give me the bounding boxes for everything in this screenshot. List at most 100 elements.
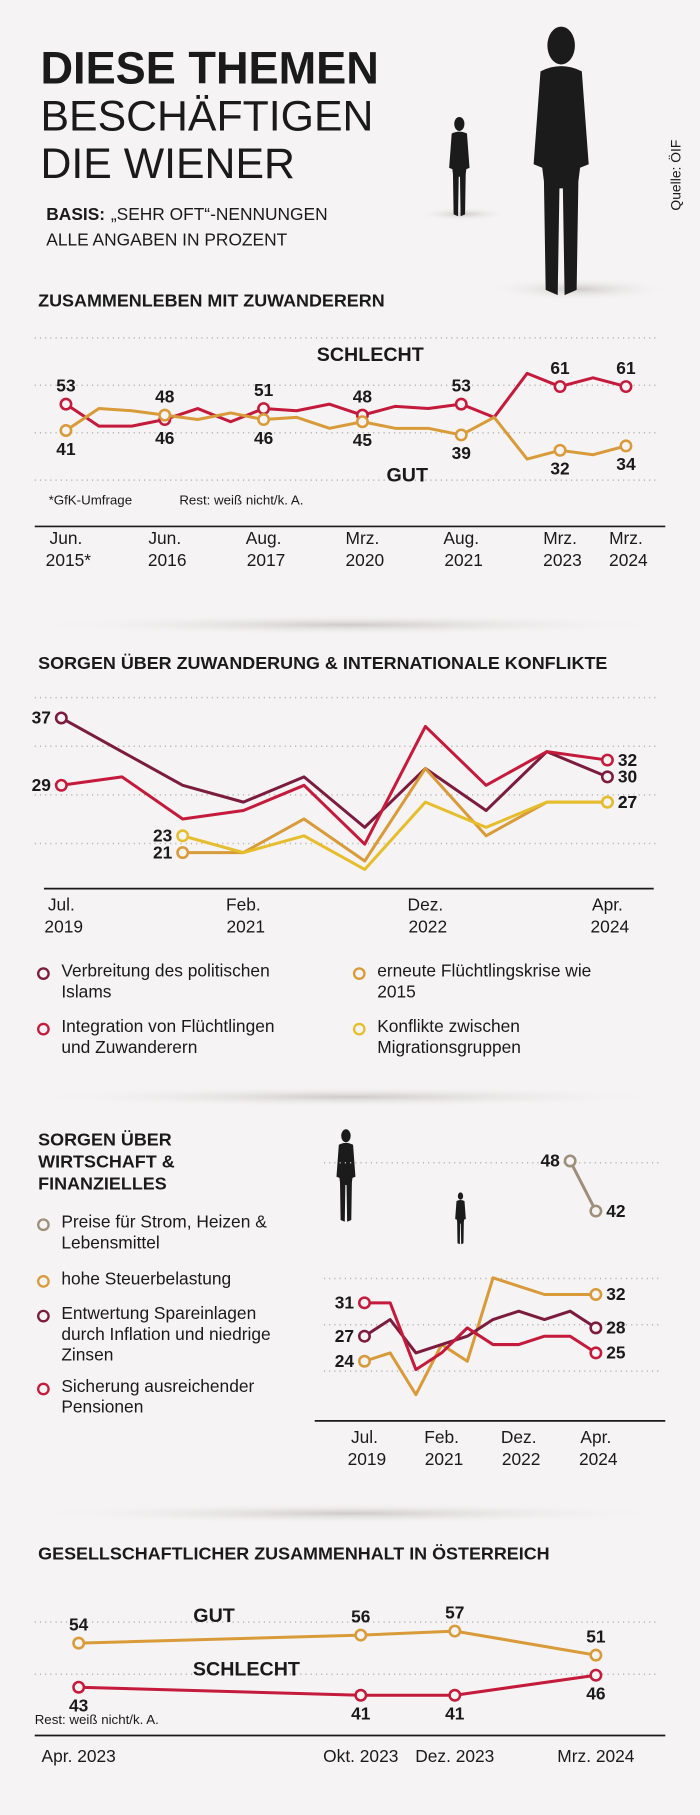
divider bbox=[25, 614, 674, 636]
point-marker bbox=[59, 397, 73, 411]
x-tick-label: Dez. 2022 bbox=[404, 895, 447, 937]
x-tick-label: Apr. 2024 bbox=[586, 895, 630, 937]
legend-marker bbox=[37, 967, 50, 980]
note: Rest: weiß nicht/k. A. bbox=[179, 492, 303, 507]
x-tick-label: Jun. 2016 bbox=[143, 528, 186, 570]
x-tick-label: Mrz. 2024 bbox=[604, 528, 648, 570]
data-label: 29 bbox=[32, 775, 51, 795]
data-label: 48 bbox=[540, 1151, 560, 1171]
legend-marker bbox=[352, 967, 366, 980]
point-marker bbox=[354, 1688, 368, 1702]
legend-marker bbox=[37, 1382, 50, 1396]
title: BESCHÄFTIGEN bbox=[40, 93, 373, 141]
legend-text: Preise für Strom, Heizen & Lebensmittel bbox=[61, 1212, 267, 1254]
data-label: 24 bbox=[335, 1351, 355, 1371]
x-tick-label: Mrz. 2024 bbox=[557, 1746, 634, 1766]
legend-text: Konflikte zwischen Migrationsgruppen bbox=[377, 1017, 521, 1058]
series-line bbox=[363, 1276, 596, 1397]
legend-text: hohe Steuerbelastung bbox=[61, 1269, 232, 1289]
point-marker bbox=[589, 1204, 603, 1218]
legend-item: erneute Flüchtlingskrise wie 2015 bbox=[352, 961, 619, 1003]
data-label: 42 bbox=[606, 1201, 625, 1221]
point-marker bbox=[448, 1624, 462, 1638]
point-marker bbox=[589, 1668, 603, 1682]
chart-title: GESELLSCHAFTLICHER ZUSAMMENHALT IN ÖSTER… bbox=[38, 1544, 549, 1564]
series-line bbox=[182, 800, 608, 871]
data-label: 45 bbox=[353, 430, 373, 450]
legend-item: hohe Steuerbelastung bbox=[37, 1269, 274, 1290]
legend-marker bbox=[37, 1218, 50, 1232]
legend-marker bbox=[37, 1275, 50, 1288]
data-label: 41 bbox=[351, 1704, 371, 1724]
legend-marker bbox=[37, 1309, 50, 1323]
data-label: 39 bbox=[452, 443, 471, 463]
x-tick-label: Feb. 2021 bbox=[222, 895, 265, 937]
x-tick-label: Mrz. 2020 bbox=[341, 528, 384, 570]
point-marker bbox=[72, 1636, 86, 1650]
title: DIESE THEMEN bbox=[40, 42, 378, 93]
point-marker bbox=[54, 711, 68, 725]
data-label: 30 bbox=[618, 767, 637, 787]
data-label: 21 bbox=[153, 842, 173, 862]
point-marker bbox=[54, 778, 68, 792]
note: Rest: weiß nicht/k. A. bbox=[35, 1712, 159, 1727]
legend-text: Sicherung ausreichender Pensionen bbox=[61, 1376, 255, 1418]
point-marker bbox=[357, 1296, 371, 1310]
data-label: 53 bbox=[56, 375, 76, 395]
point-marker bbox=[589, 1346, 603, 1360]
legend-marker bbox=[37, 1022, 50, 1036]
data-label: 56 bbox=[351, 1606, 371, 1626]
legend-item: Entwertung Spareinlagen durch Inflation … bbox=[37, 1304, 274, 1366]
point-marker bbox=[176, 846, 190, 860]
point-marker bbox=[357, 1354, 371, 1368]
chart-title: ZUSAMMENLEBEN MIT ZUWANDERERN bbox=[38, 291, 384, 311]
divider bbox=[25, 1086, 674, 1108]
data-label: 32 bbox=[618, 750, 637, 770]
series-label: GUT bbox=[387, 464, 429, 486]
legend-text: erneute Flüchtlingskrise wie 2015 bbox=[377, 961, 592, 1002]
x-tick-label: Dez. 2022 bbox=[497, 1427, 540, 1469]
x-tick-label: Jul. 2019 bbox=[343, 1427, 386, 1469]
data-label: 28 bbox=[606, 1318, 626, 1338]
point-marker bbox=[448, 1688, 462, 1702]
subtitle: ALLE ANGABEN IN PROZENT bbox=[46, 229, 287, 249]
point-marker bbox=[589, 1321, 603, 1335]
source: Quelle: ÖIF bbox=[666, 140, 683, 211]
data-label: 27 bbox=[618, 792, 637, 812]
legend-item: Integration von Flüchtlingen und Zuwande… bbox=[37, 1017, 303, 1059]
legend-item: Verbreitung des politischen Islams bbox=[37, 961, 303, 1003]
legend-text: Verbreitung des politischen Islams bbox=[61, 961, 270, 1002]
point-marker bbox=[72, 1680, 86, 1694]
point-marker bbox=[454, 397, 468, 411]
series-line bbox=[78, 1673, 597, 1697]
x-tick-label: Apr. 2023 bbox=[42, 1746, 116, 1766]
title: DIE WIENER bbox=[40, 140, 294, 188]
series-line bbox=[78, 1629, 597, 1657]
point-marker bbox=[454, 428, 468, 442]
data-label: 27 bbox=[618, 792, 637, 812]
series-line bbox=[61, 724, 608, 846]
legend-item: Konflikte zwischen Migrationsgruppen bbox=[352, 1017, 619, 1059]
data-label: 61 bbox=[550, 358, 570, 378]
data-label: 27 bbox=[335, 1326, 354, 1346]
note: *GfK-Umfrage bbox=[49, 492, 133, 507]
legend-item: Preise für Strom, Heizen & Lebensmittel bbox=[37, 1213, 274, 1255]
divider bbox=[25, 1502, 674, 1524]
x-tick-label: Jul. 2019 bbox=[40, 895, 83, 937]
point-marker bbox=[600, 753, 614, 767]
data-label: 41 bbox=[56, 439, 76, 459]
x-tick-label: Jun. 2015* bbox=[41, 528, 91, 570]
data-label: 48 bbox=[353, 386, 373, 406]
point-marker bbox=[619, 380, 633, 394]
basis-text: „SEHR OFT“-NENNUNGEN bbox=[111, 204, 328, 224]
data-label: 32 bbox=[550, 459, 569, 479]
point-marker bbox=[563, 1154, 577, 1168]
point-marker bbox=[354, 1628, 368, 1642]
point-marker bbox=[600, 770, 614, 784]
data-label: 32 bbox=[606, 1284, 625, 1304]
point-marker bbox=[553, 380, 567, 394]
data-label: 46 bbox=[254, 428, 274, 448]
